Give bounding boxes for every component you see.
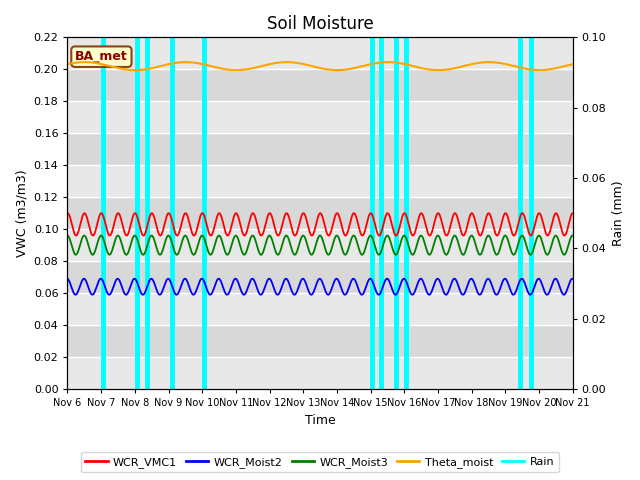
Text: BA_met: BA_met [75,50,128,63]
Bar [67,197,573,229]
Legend: WCR_VMC1, WCR_Moist2, WCR_Moist3, Theta_moist, Rain: WCR_VMC1, WCR_Moist2, WCR_Moist3, Theta_… [81,452,559,472]
Bar [67,133,573,165]
Bar [67,325,573,357]
Bar [67,261,573,293]
Y-axis label: Rain (mm): Rain (mm) [612,180,625,246]
X-axis label: Time: Time [305,414,335,427]
Title: Soil Moisture: Soil Moisture [267,15,373,33]
Bar [67,229,573,261]
Bar [67,69,573,101]
Bar [67,293,573,325]
Bar [67,37,573,69]
Y-axis label: VWC (m3/m3): VWC (m3/m3) [15,169,28,257]
Bar [67,357,573,389]
Bar [67,101,573,133]
Bar [67,165,573,197]
